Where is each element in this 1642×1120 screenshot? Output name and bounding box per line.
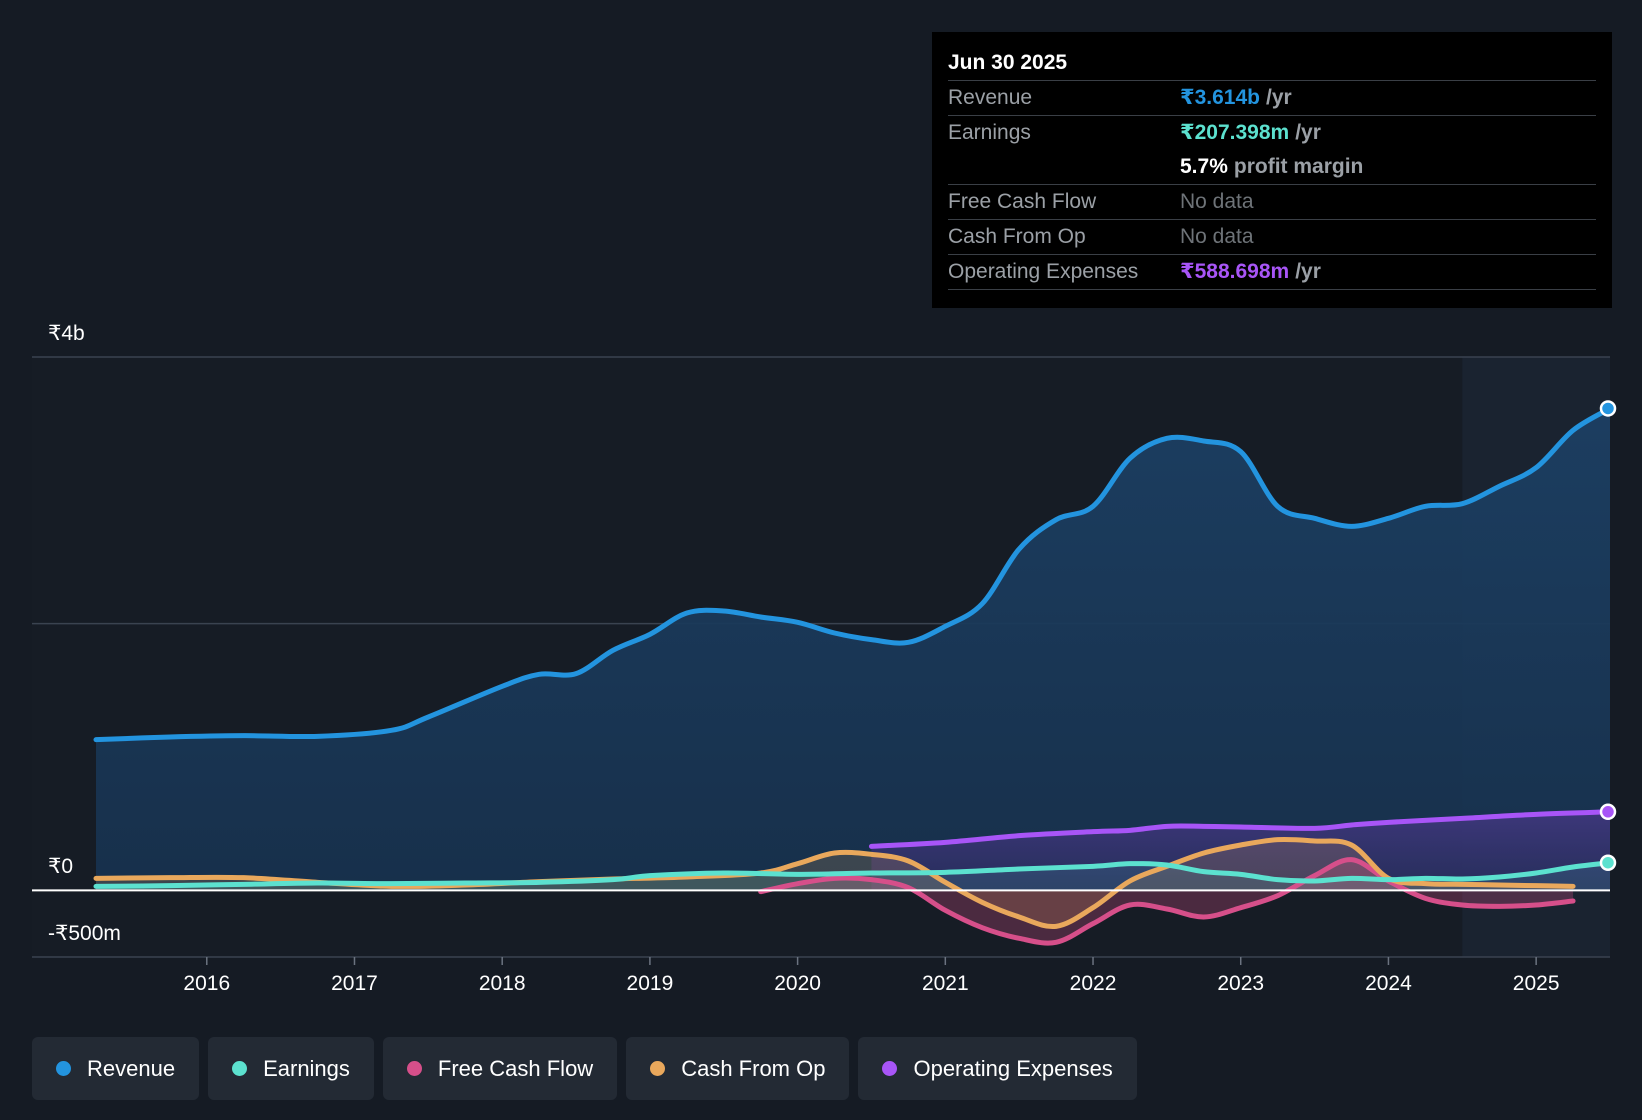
x-tick-label: 2021	[922, 972, 969, 995]
free-cash-flow-line	[758, 857, 1576, 946]
revenue-area	[96, 408, 1610, 891]
tooltip-label: Revenue	[948, 86, 1033, 109]
x-tick-label: 2017	[331, 972, 378, 995]
legend-label: Revenue	[87, 1055, 176, 1081]
revenue-end-marker	[1599, 400, 1617, 417]
tooltip-row-profit-margin: 5.7% profit margin	[948, 150, 1596, 185]
legend-label: Free Cash Flow	[437, 1055, 594, 1081]
tooltip-label	[948, 150, 1180, 184]
operating-expenses-dot-icon	[882, 1061, 898, 1076]
tooltip-value: No data	[1180, 190, 1254, 213]
x-tick-label: 2020	[774, 972, 821, 995]
cash-from-op-dot-icon	[650, 1061, 666, 1076]
y-tick-label-top: ₹4b	[48, 322, 85, 345]
tooltip-label: Cash From Op	[948, 225, 1086, 248]
tooltip-row-free-cash-flow: Free Cash Flow No data	[948, 185, 1596, 220]
x-tick-label: 2019	[627, 972, 674, 995]
tooltip-row-operating-expenses: Operating Expenses ₹588.698m /yr	[948, 255, 1596, 290]
tooltip-value: ₹588.698m	[1180, 260, 1290, 283]
operating-expenses-line	[868, 809, 1613, 849]
tooltip-label: Free Cash Flow	[948, 190, 1097, 213]
tooltip-row-revenue: Revenue ₹3.614b /yr	[948, 81, 1596, 116]
tooltip-row-earnings: Earnings ₹207.398m /yr	[948, 116, 1596, 150]
legend-item-revenue[interactable]: Revenue	[32, 1037, 200, 1100]
x-tick-label: 2018	[479, 972, 526, 995]
legend-label: Earnings	[263, 1055, 350, 1081]
y-tick-label-zero: ₹0	[48, 855, 73, 878]
tooltip-value: 5.7%	[1180, 155, 1228, 178]
legend-item-earnings[interactable]: Earnings	[208, 1037, 374, 1100]
cash-from-op-area	[96, 839, 1574, 927]
earnings-end-marker	[1599, 854, 1617, 871]
tooltip-value: No data	[1180, 225, 1254, 248]
operating-expenses-area	[871, 811, 1610, 891]
earnings-dot-icon	[232, 1061, 248, 1076]
free-cash-flow-dot-icon	[406, 1061, 422, 1076]
legend-label: Operating Expenses	[913, 1055, 1113, 1081]
revenue-dot-icon	[56, 1061, 71, 1076]
tooltip-unit: profit margin	[1233, 155, 1364, 178]
x-tick-label: 2016	[183, 972, 230, 995]
revenue-line	[93, 405, 1613, 743]
tooltip-label: Earnings	[948, 121, 1031, 144]
y-tick-label-bottom: -₹500m	[48, 922, 121, 945]
tooltip-unit: /yr	[1295, 260, 1321, 283]
tooltip-label: Operating Expenses	[948, 260, 1139, 283]
x-tick-label: 2024	[1365, 972, 1412, 995]
legend-item-operating-expenses[interactable]: Operating Expenses	[858, 1037, 1137, 1100]
operating-expenses-end-marker	[1599, 803, 1617, 821]
legend-item-free-cash-flow[interactable]: Free Cash Flow	[382, 1037, 618, 1100]
tooltip-unit: /yr	[1266, 86, 1292, 109]
tooltip-date: Jun 30 2025	[948, 46, 1596, 81]
tooltip-value: ₹3.614b	[1180, 86, 1260, 109]
x-tick-label: 2022	[1070, 972, 1117, 995]
x-tick-label: 2025	[1513, 972, 1560, 995]
legend-item-cash-from-op[interactable]: Cash From Op	[626, 1037, 850, 1100]
earnings-line	[93, 860, 1613, 889]
legend-label: Cash From Op	[681, 1055, 826, 1081]
legend: Revenue Earnings Free Cash Flow Cash Fro…	[32, 1037, 1137, 1100]
tooltip-unit: /yr	[1295, 121, 1321, 144]
tooltip-value: ₹207.398m	[1180, 121, 1290, 144]
x-tick-label: 2023	[1217, 972, 1264, 995]
tooltip-panel: Jun 30 2025 Revenue ₹3.614b /yr Earnings…	[932, 32, 1612, 308]
tooltip-row-cash-from-op: Cash From Op No data	[948, 220, 1596, 255]
